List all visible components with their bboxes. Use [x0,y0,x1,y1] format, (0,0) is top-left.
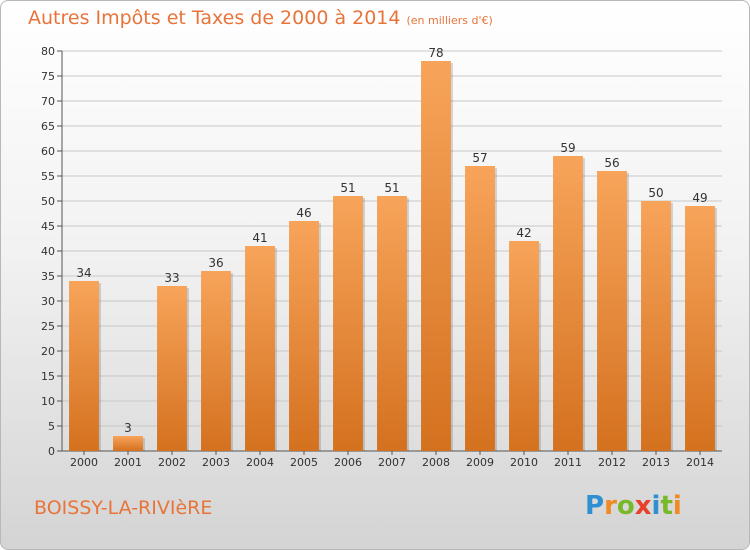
bar-value-label: 46 [296,206,311,220]
logo-letter: P [585,491,605,521]
bar [685,206,715,451]
bar [245,246,275,451]
bar-value-label: 42 [516,226,531,240]
x-tick-label: 2005 [290,456,318,469]
y-tick-label: 25 [41,320,55,333]
bar [69,281,99,451]
chart-title-text: Autres Impôts et Taxes de 2000 à 2014 [28,7,401,29]
bar [333,196,363,451]
bar [553,156,583,451]
bar-value-label: 78 [428,46,443,60]
y-tick-label: 60 [41,145,55,158]
x-tick-label: 2004 [246,456,274,469]
y-tick-label: 35 [41,270,55,283]
x-tick-label: 2012 [598,456,626,469]
logo-letter: i [672,491,682,521]
chart-unit: (en milliers d'€) [406,14,493,27]
bar-value-label: 49 [692,191,707,205]
bar-value-label: 56 [604,156,619,170]
x-tick-label: 2010 [510,456,538,469]
bar-value-label: 41 [252,231,267,245]
bar [113,436,143,451]
x-tick-label: 2001 [114,456,142,469]
y-tick-label: 10 [41,395,55,408]
proxiti-logo: Proxiti [585,491,682,521]
x-tick-label: 2000 [70,456,98,469]
bar-value-label: 57 [472,151,487,165]
bar [201,271,231,451]
y-tick-label: 55 [41,170,55,183]
logo-letter: o [616,491,635,521]
x-tick-label: 2003 [202,456,230,469]
x-tick-label: 2009 [466,456,494,469]
bar [421,61,451,451]
bar-value-label: 34 [76,266,91,280]
x-tick-label: 2007 [378,456,406,469]
x-tick-label: 2002 [158,456,186,469]
bar [157,286,187,451]
bar-value-label: 33 [164,271,179,285]
bar [597,171,627,451]
chart-title: Autres Impôts et Taxes de 2000 à 2014 (en… [28,7,493,29]
y-tick-label: 5 [48,420,55,433]
logo-letter: x [634,491,652,521]
logo-letter: t [660,491,673,521]
y-tick-label: 15 [41,370,55,383]
bar [641,201,671,451]
bar-value-label: 50 [648,186,663,200]
y-tick-label: 80 [41,45,55,58]
y-tick-label: 50 [41,195,55,208]
bar-value-label: 51 [340,181,355,195]
y-tick-label: 40 [41,245,55,258]
commune-name: BOISSY-LA-RIVIèRE [34,497,213,519]
y-tick-label: 30 [41,295,55,308]
y-tick-label: 65 [41,120,55,133]
bar-value-label: 51 [384,181,399,195]
x-tick-label: 2013 [642,456,670,469]
bar-value-label: 36 [208,256,223,270]
y-tick-label: 75 [41,70,55,83]
bar [465,166,495,451]
y-tick-label: 0 [48,445,55,458]
bar-value-label: 3 [124,421,132,435]
logo-letter: r [604,491,617,521]
y-tick-label: 70 [41,95,55,108]
bar [509,241,539,451]
y-tick-label: 45 [41,220,55,233]
x-tick-label: 2006 [334,456,362,469]
logo-letter: i [651,491,661,521]
bar-value-label: 59 [560,141,575,155]
bar [289,221,319,451]
x-tick-label: 2011 [554,456,582,469]
bars [69,61,717,451]
bar [377,196,407,451]
x-tick-label: 2008 [422,456,450,469]
y-tick-label: 20 [41,345,55,358]
x-tick-label: 2014 [686,456,714,469]
